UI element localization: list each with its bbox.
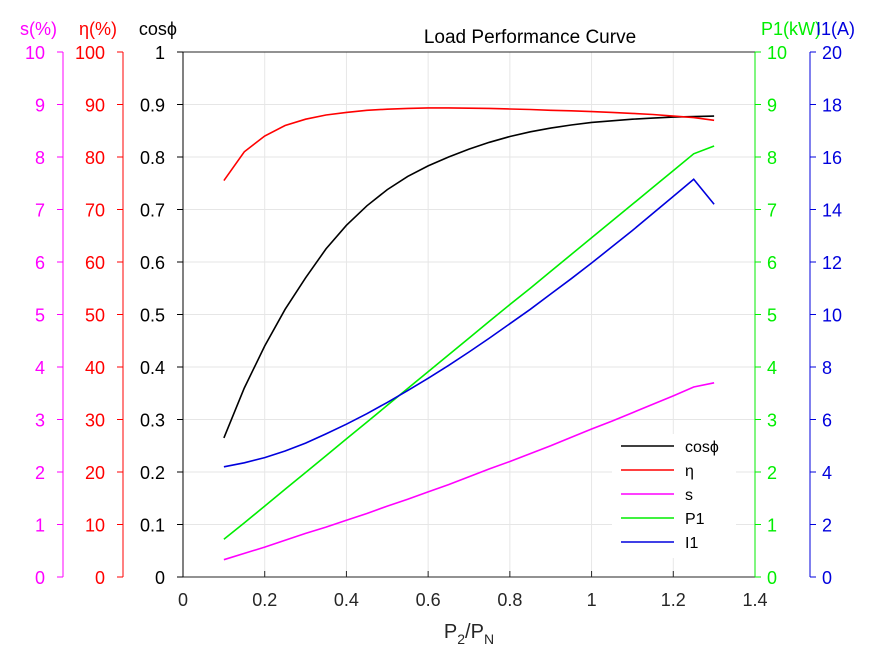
y-tick-label-cos: 0.9 bbox=[140, 96, 165, 116]
y-tick-label-p1: 3 bbox=[767, 411, 777, 431]
legend-label-s: s bbox=[685, 487, 693, 504]
y-tick-label-cos: 0.8 bbox=[140, 148, 165, 168]
y-tick-label-s: 7 bbox=[35, 201, 45, 221]
y-tick-label-i1: 0 bbox=[822, 568, 832, 588]
y-axis-s: 0 1 2 3 4 5 6 7 8 9 10 s(%) bbox=[20, 19, 64, 588]
y-tick-label-cos: 0.7 bbox=[140, 201, 165, 221]
y-tick-label-cos: 0 bbox=[155, 568, 165, 588]
y-axis-i1: 0 2 4 6 8 10 12 14 16 18 20 I1(A) bbox=[809, 19, 855, 588]
series-line-cos bbox=[223, 115, 715, 439]
x-tick-label: 1.2 bbox=[661, 590, 686, 610]
legend: cosϕ ηs P1 I1 bbox=[612, 434, 736, 558]
y-tick-label-i1: 20 bbox=[822, 43, 842, 63]
y-tick-label-p1: 10 bbox=[767, 43, 787, 63]
y-axis-p1: 0 1 2 3 4 5 6 7 8 9 10 P1(kW) bbox=[754, 19, 821, 588]
y-tick-label-eta: 40 bbox=[85, 358, 105, 378]
y-tick-label-p1: 7 bbox=[767, 201, 777, 221]
x-tick-label: 0 bbox=[178, 590, 188, 610]
y-tick-label-i1: 16 bbox=[822, 148, 842, 168]
y-tick-label-i1: 2 bbox=[822, 516, 832, 536]
y-tick-label-i1: 12 bbox=[822, 253, 842, 273]
y-tick-label-s: 3 bbox=[35, 411, 45, 431]
y-tick-label-s: 4 bbox=[35, 358, 45, 378]
y-tick-label-eta: 90 bbox=[85, 96, 105, 116]
y-axis-label-p1: P1(kW) bbox=[761, 19, 821, 39]
y-tick-label-cos: 0.3 bbox=[140, 411, 165, 431]
y-tick-label-eta: 20 bbox=[85, 463, 105, 483]
legend-box bbox=[612, 434, 736, 558]
x-tick-label: 1 bbox=[587, 590, 597, 610]
y-tick-label-eta: 60 bbox=[85, 253, 105, 273]
y-axis-label-i1: I1(A) bbox=[816, 19, 855, 39]
y-tick-label-p1: 2 bbox=[767, 463, 777, 483]
y-axis-eta: 0 10 20 30 40 50 60 70 80 90 100 η(%) bbox=[75, 19, 124, 588]
y-tick-label-s: 2 bbox=[35, 463, 45, 483]
y-tick-label-cos: 1 bbox=[155, 43, 165, 63]
x-axis: 0 0.2 0.4 0.6 0.8 1 1.2 1.4 bbox=[178, 571, 768, 610]
series-line-eta bbox=[223, 107, 715, 182]
series-lines bbox=[223, 107, 715, 561]
y-tick-label-eta: 50 bbox=[85, 306, 105, 326]
y-tick-label-cos: 0.2 bbox=[140, 463, 165, 483]
y-tick-label-i1: 6 bbox=[822, 411, 832, 431]
x-tick-label: 0.6 bbox=[416, 590, 441, 610]
grid-lines bbox=[182, 51, 756, 578]
y-tick-label-p1: 0 bbox=[767, 568, 777, 588]
y-tick-label-i1: 14 bbox=[822, 201, 842, 221]
y-axis-label-s: s(%) bbox=[20, 19, 57, 39]
y-tick-label-s: 6 bbox=[35, 253, 45, 273]
y-tick-label-eta: 0 bbox=[95, 568, 105, 588]
y-tick-label-i1: 18 bbox=[822, 96, 842, 116]
legend-label-eta: η bbox=[685, 463, 694, 480]
series-line-s bbox=[223, 382, 715, 561]
x-tick-label: 0.2 bbox=[252, 590, 277, 610]
chart-title: Load Performance Curve bbox=[424, 27, 636, 48]
y-tick-label-eta: 80 bbox=[85, 148, 105, 168]
y-tick-label-p1: 5 bbox=[767, 306, 777, 326]
y-tick-label-cos: 0.1 bbox=[140, 516, 165, 536]
y-axis-label-eta: η(%) bbox=[79, 19, 117, 39]
legend-label-p1: P1 bbox=[685, 511, 705, 528]
y-tick-label-eta: 70 bbox=[85, 201, 105, 221]
y-axis-label-cos: cosϕ bbox=[139, 19, 177, 39]
y-tick-label-eta: 30 bbox=[85, 411, 105, 431]
y-tick-label-s: 0 bbox=[35, 568, 45, 588]
y-tick-label-eta: 100 bbox=[75, 43, 105, 63]
legend-label-cos: cosϕ bbox=[685, 439, 719, 456]
series-line-p1 bbox=[223, 145, 715, 540]
y-tick-label-i1: 4 bbox=[822, 463, 832, 483]
y-tick-label-p1: 8 bbox=[767, 148, 777, 168]
y-tick-label-s: 9 bbox=[35, 96, 45, 116]
x-tick-label: 1.4 bbox=[742, 590, 767, 610]
x-tick-label: 0.4 bbox=[334, 590, 359, 610]
y-tick-label-cos: 0.6 bbox=[140, 253, 165, 273]
x-axis-label: P2/PN bbox=[444, 621, 494, 647]
y-tick-label-cos: 0.5 bbox=[140, 306, 165, 326]
y-axes: 012345678910s(%)0102030405060708090100η(… bbox=[20, 19, 855, 588]
y-tick-label-p1: 9 bbox=[767, 96, 777, 116]
y-tick-label-p1: 6 bbox=[767, 253, 777, 273]
series-line-i1 bbox=[223, 178, 715, 468]
y-tick-label-i1: 8 bbox=[822, 358, 832, 378]
y-tick-label-s: 8 bbox=[35, 148, 45, 168]
y-axis-cos: 0 0.1 0.2 0.3 0.4 0.5 0.6 0.7 0.8 0.9 1 cosϕ bbox=[139, 19, 184, 588]
legend-label-i1: I1 bbox=[685, 535, 698, 552]
y-tick-label-s: 1 bbox=[35, 516, 45, 536]
y-tick-label-s: 10 bbox=[25, 43, 45, 63]
x-tick-label: 0.8 bbox=[497, 590, 522, 610]
y-tick-label-s: 5 bbox=[35, 306, 45, 326]
y-tick-label-i1: 10 bbox=[822, 306, 842, 326]
y-tick-label-p1: 1 bbox=[767, 516, 777, 536]
y-tick-label-eta: 10 bbox=[85, 516, 105, 536]
y-tick-label-p1: 4 bbox=[767, 358, 777, 378]
y-tick-label-cos: 0.4 bbox=[140, 358, 165, 378]
